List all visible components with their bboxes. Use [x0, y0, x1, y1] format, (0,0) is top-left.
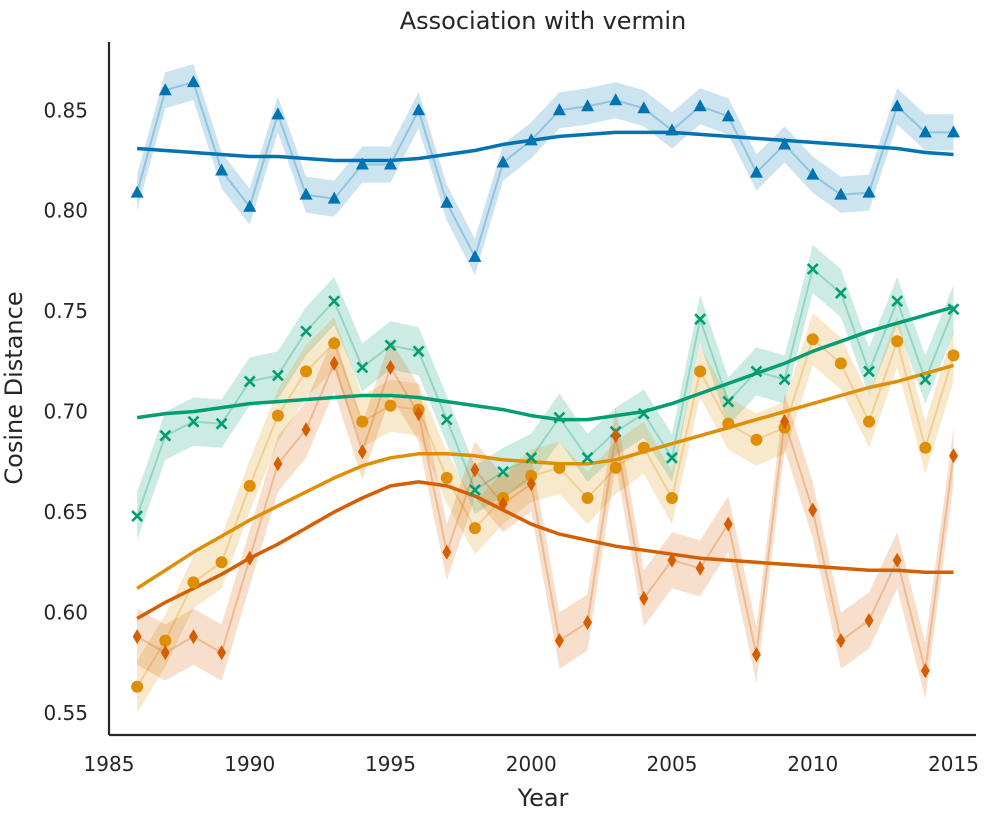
x-tick-label: 2000 — [506, 752, 557, 776]
x-tick-label: 2015 — [928, 752, 979, 776]
data-point-orange — [384, 400, 396, 412]
data-point-orange — [694, 365, 706, 377]
data-point-orange — [187, 576, 199, 588]
data-point-orange — [863, 416, 875, 428]
confidence-band-blue — [137, 64, 953, 275]
y-tick-label: 0.65 — [43, 500, 88, 524]
data-point-orange — [582, 492, 594, 504]
data-point-orange — [131, 681, 143, 693]
data-point-orange — [300, 365, 312, 377]
data-point-orange — [947, 349, 959, 361]
data-point-orange — [919, 442, 931, 454]
data-point-orange — [469, 522, 481, 534]
data-point-orange — [328, 337, 340, 349]
x-tick-label: 1990 — [224, 752, 275, 776]
x-tick-label: 2010 — [787, 752, 838, 776]
data-point-orange — [807, 333, 819, 345]
y-tick-label: 0.70 — [43, 400, 88, 424]
y-tick-label: 0.60 — [43, 600, 88, 624]
data-point-orange — [722, 418, 734, 430]
data-point-orange — [666, 492, 678, 504]
data-point-orange — [835, 357, 847, 369]
data-point-orange — [159, 635, 171, 647]
data-point-orange — [216, 556, 228, 568]
data-point-orange — [750, 434, 762, 446]
data-point-orange — [610, 462, 622, 474]
y-tick-label: 0.85 — [43, 98, 88, 122]
y-tick-label: 0.55 — [43, 701, 88, 725]
y-tick-label: 0.80 — [43, 199, 88, 223]
data-point-orange — [356, 416, 368, 428]
x-axis-label: Year — [517, 784, 569, 812]
data-point-orange — [272, 410, 284, 422]
chart-title: Association with vermin — [400, 7, 687, 35]
x-tick-label: 1995 — [365, 752, 416, 776]
y-tick-label: 0.75 — [43, 299, 88, 323]
x-tick-label: 1985 — [84, 752, 135, 776]
x-axis-ticks: 1985 1990 1995 2000 2005 2010 2015 — [84, 752, 979, 776]
data-point-orange — [638, 442, 650, 454]
data-point-orange — [891, 335, 903, 347]
y-axis-ticks: 0.55 0.60 0.65 0.70 0.75 0.80 0.85 — [43, 98, 88, 725]
data-point-orange — [441, 472, 453, 484]
x-tick-label: 2005 — [647, 752, 698, 776]
data-point-orange — [553, 462, 565, 474]
y-axis-label: Cosine Distance — [0, 291, 28, 484]
confidence-bands — [137, 64, 953, 713]
data-point-orange — [244, 480, 256, 492]
